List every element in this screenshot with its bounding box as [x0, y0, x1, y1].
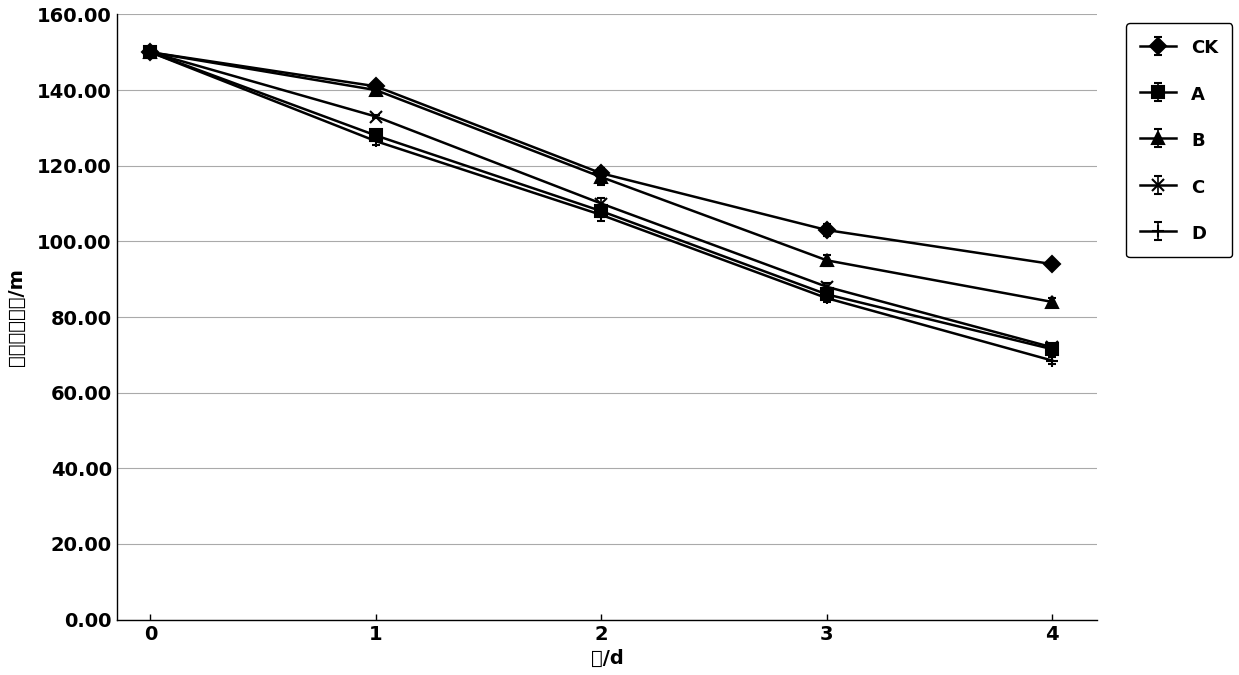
Y-axis label: 废弃垃圾质量/m: 废弃垃圾质量/m — [7, 268, 26, 366]
Legend: CK, A, B, C, D: CK, A, B, C, D — [1126, 24, 1233, 257]
X-axis label: 天/d: 天/d — [591, 649, 623, 668]
